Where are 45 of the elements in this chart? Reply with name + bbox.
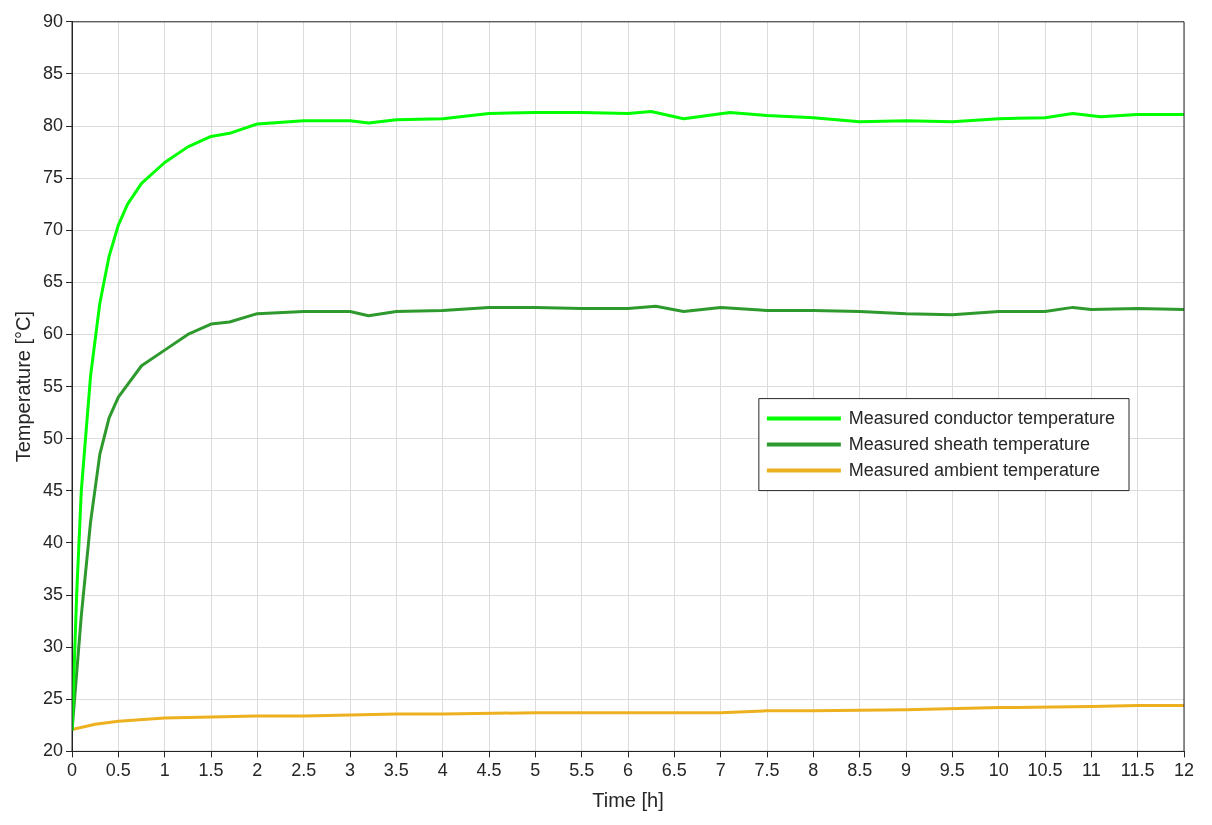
x-tick-label: 5: [530, 760, 541, 781]
x-tick-label: 3.5: [383, 760, 409, 781]
y-tick-label: 80: [42, 115, 64, 135]
x-tick-label: 11.5: [1120, 760, 1155, 781]
x-tick-label: 0: [67, 760, 78, 781]
legend-label: Measured conductor temperature: [848, 407, 1116, 428]
y-tick-label: 70: [42, 219, 64, 240]
y-tick-label: 55: [42, 375, 64, 396]
x-tick-label: 2.5: [291, 760, 317, 781]
x-tick-label: 6: [623, 760, 634, 781]
x-tick-label: 0.5: [105, 760, 131, 781]
y-tick-label: 75: [42, 167, 64, 188]
x-tick-label: 10: [988, 760, 1009, 781]
x-tick-label: 2: [252, 760, 263, 781]
legend-label: Measured sheath temperature: [848, 433, 1090, 454]
x-tick-label: 8: [808, 760, 819, 781]
y-tick-label: 50: [42, 427, 64, 448]
y-tick-label: 65: [42, 271, 64, 292]
x-tick-label: 7.5: [754, 760, 780, 781]
x-tick-label: 11: [1081, 760, 1101, 781]
x-axis-title: Time [h]: [592, 788, 664, 811]
y-tick-label: 90: [42, 10, 64, 31]
x-tick-label: 8.5: [847, 760, 873, 781]
y-axis-title: Temperature [°C]: [11, 310, 34, 463]
legend-label: Measured ambient temperature: [848, 459, 1100, 480]
y-tick-label: 85: [42, 62, 64, 83]
x-tick-label: 4: [437, 760, 448, 781]
x-tick-label: 6.5: [661, 760, 687, 781]
x-tick-label: 1: [159, 760, 170, 781]
x-tick-label: 12: [1173, 760, 1195, 781]
x-tick-label: 3: [345, 760, 356, 781]
x-tick-label: 4.5: [476, 760, 502, 781]
x-tick-label: 9.5: [939, 760, 965, 781]
x-tick-label: 7: [715, 760, 726, 781]
y-tick-label: 45: [42, 479, 64, 500]
x-tick-label: 9: [901, 760, 912, 781]
y-tick-label: 30: [42, 636, 64, 657]
y-tick-label: 35: [42, 584, 64, 605]
x-tick-label: 10.5: [1027, 760, 1063, 781]
x-tick-label: 1.5: [198, 760, 224, 781]
y-tick-label: 60: [42, 323, 64, 344]
y-tick-label: 25: [42, 688, 64, 709]
y-tick-label: 40: [42, 531, 64, 552]
x-tick-label: 5.5: [569, 760, 595, 781]
y-tick-label: 20: [42, 740, 64, 761]
